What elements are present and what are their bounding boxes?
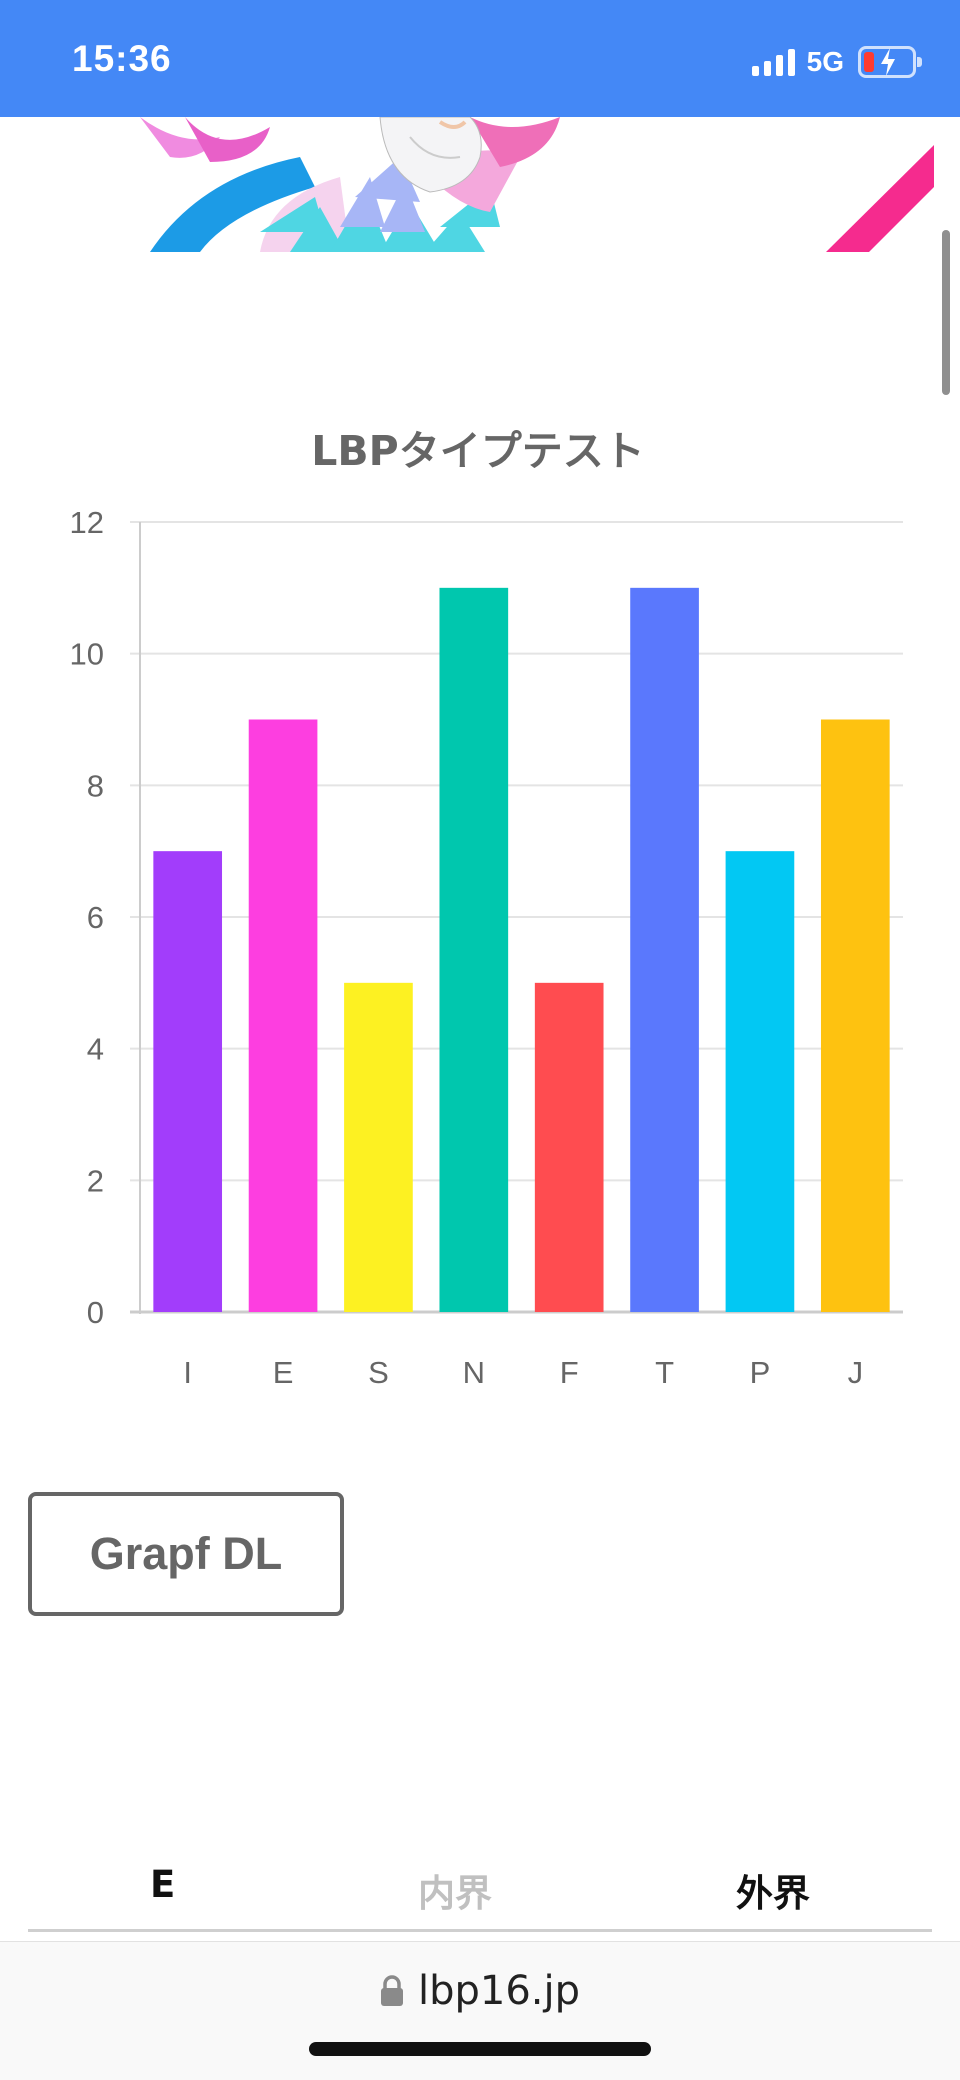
lock-icon: [380, 1975, 403, 2006]
bar-f: [534, 982, 604, 1312]
x-tick-label: P: [750, 1355, 771, 1390]
bar-e: [248, 719, 318, 1312]
chart-title: LBPタイプテスト: [311, 427, 644, 475]
battery-icon: [858, 46, 922, 78]
x-tick-label: S: [368, 1355, 389, 1390]
tabs-divider: [28, 1929, 932, 1932]
signal-icon: [751, 48, 795, 76]
tab-outer-world[interactable]: 外界: [736, 1872, 810, 1915]
y-tick-label: 2: [87, 1163, 104, 1198]
tab-e[interactable]: E: [150, 1863, 176, 1906]
y-tick-label: 10: [70, 637, 104, 672]
status-bar: 15:36 5G: [0, 0, 960, 117]
x-tick-label: N: [463, 1355, 485, 1390]
status-indicators: 5G: [751, 46, 922, 78]
x-tick-label: J: [848, 1355, 864, 1390]
tab-inner-world[interactable]: 内界: [418, 1872, 492, 1915]
home-indicator: [309, 2042, 651, 2056]
bar-n: [439, 587, 509, 1312]
page-scrollbar[interactable]: [942, 230, 950, 395]
browser-address-bar: lbp16.jp: [0, 1941, 960, 2080]
url-display[interactable]: lbp16.jp: [0, 1968, 960, 2014]
x-tick-label: I: [183, 1355, 192, 1390]
x-tick-label: T: [655, 1355, 674, 1390]
type-tabs: E 内界 外界: [28, 1845, 932, 1929]
url-text: lbp16.jp: [417, 1968, 580, 2014]
bar-j: [820, 719, 890, 1312]
bar-t: [630, 587, 699, 1312]
bar-p: [725, 851, 795, 1312]
decorative-stripe: [826, 145, 934, 252]
network-type: 5G: [806, 46, 844, 77]
bar-chart: LBPタイプテスト 0 2 4 6 8 10 12 I E S N F T P J: [70, 427, 903, 1390]
y-tick-label: 0: [87, 1295, 104, 1330]
y-tick-label: 4: [87, 1032, 104, 1067]
x-tick-label: E: [273, 1355, 294, 1390]
hero-illustration: [140, 117, 560, 252]
bar-s: [344, 982, 413, 1312]
status-time: 15:36: [72, 38, 172, 79]
y-tick-label: 6: [87, 900, 104, 935]
bar-i: [153, 851, 223, 1312]
y-tick-label: 12: [70, 505, 104, 540]
y-tick-label: 8: [87, 768, 104, 803]
x-tick-label: F: [560, 1355, 579, 1390]
graph-download-button[interactable]: Grapf DL: [28, 1492, 344, 1616]
